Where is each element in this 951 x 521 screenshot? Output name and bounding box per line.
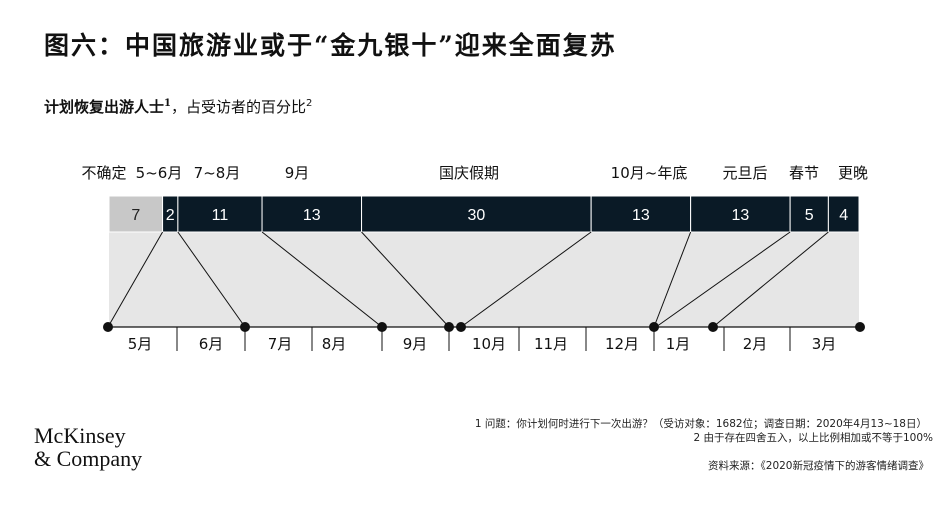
connector-line-8 <box>712 231 829 328</box>
connector-line-2 <box>177 231 246 328</box>
subtitle-footnote-ref-2: 2 <box>306 98 313 109</box>
connector-line-6 <box>653 231 692 328</box>
bar-value-label-9: 4 <box>839 207 848 224</box>
chart-subtitle: 计划恢复出游人士1，占受访者的百分比2 <box>44 96 312 117</box>
subtitle-main: 计划恢复出游人士 <box>44 98 165 116</box>
subtitle-footnote-ref-1: 1 <box>164 98 171 109</box>
logo-line-1: McKinsey <box>34 423 126 448</box>
category-label-1: 不确定 <box>81 164 126 182</box>
bar-segment-9 <box>827 195 860 233</box>
bar-segment-6 <box>590 195 692 233</box>
timeline-dot-8 <box>855 322 865 332</box>
timeline-dot-2 <box>240 322 250 332</box>
connector-line-5 <box>460 231 592 328</box>
category-label-6: 10月~年底 <box>611 164 688 182</box>
timeline-month-label-2: 6月 <box>199 335 224 353</box>
category-label-8: 春节 <box>789 164 819 182</box>
bar-segment-8 <box>789 195 829 233</box>
bar-value-label-2: 2 <box>166 207 175 224</box>
bar-value-label-1: 7 <box>131 207 140 224</box>
category-label-9: 更晚 <box>838 164 868 182</box>
connector-line-7 <box>655 231 791 328</box>
timeline-dot-6 <box>649 322 659 332</box>
bar-value-label-4: 13 <box>303 207 321 224</box>
timeline-dot-7 <box>708 322 718 332</box>
timeline-dot-1 <box>103 322 113 332</box>
bar-value-label-7: 13 <box>731 207 749 224</box>
footnote-1: 1 问题：你计划何时进行下一次出游？（受访对象：1682位；调查日期：2020年… <box>474 418 927 430</box>
timeline-month-label-3: 7月 <box>268 335 293 353</box>
bar-value-label-8: 5 <box>805 207 814 224</box>
chart-title: 图六：中国旅游业或于“金九银十”迎来全面复苏 <box>44 31 617 60</box>
timeline-dot-3 <box>377 322 387 332</box>
connector-line-1 <box>107 231 164 328</box>
footnote-2: 2 由于存在四舍五入，以上比例相加或不等于100% <box>693 432 933 444</box>
bar-value-label-6: 13 <box>632 207 650 224</box>
connector-line-4 <box>361 231 450 328</box>
timeline-month-label-1: 5月 <box>128 335 153 353</box>
category-label-2: 5~6月 <box>136 164 183 182</box>
source-note: 资料来源：《2020新冠疫情下的游客情绪调查》 <box>708 460 929 472</box>
timeline-month-label-11: 3月 <box>812 335 837 353</box>
category-label-3: 7~8月 <box>194 164 241 182</box>
bar-segment-4 <box>261 195 363 233</box>
bar-value-label-3: 11 <box>212 207 229 224</box>
timeline-month-label-10: 2月 <box>743 335 768 353</box>
timeline-month-label-9: 1月 <box>666 335 691 353</box>
timeline-dot-5 <box>456 322 466 332</box>
bar-segment-7 <box>690 195 791 233</box>
timeline-month-label-5: 9月 <box>403 335 428 353</box>
category-label-7: 元旦后 <box>722 164 767 182</box>
timeline-month-label-7: 11月 <box>534 335 568 353</box>
category-label-5: 国庆假期 <box>439 164 499 182</box>
timeline-dot-4 <box>444 322 454 332</box>
mckinsey-logo: McKinsey & Company <box>34 424 142 470</box>
category-label-4: 9月 <box>285 164 310 182</box>
bar-value-label-5: 30 <box>467 207 485 224</box>
timeline-month-label-4: 8月 <box>322 335 347 353</box>
connector-line-3 <box>261 231 383 328</box>
timeline-month-label-6: 10月 <box>472 335 506 353</box>
logo-line-2: & Company <box>34 446 143 471</box>
timeline-month-label-8: 12月 <box>605 335 639 353</box>
subtitle-rest: ，占受访者的百分比 <box>170 98 306 116</box>
